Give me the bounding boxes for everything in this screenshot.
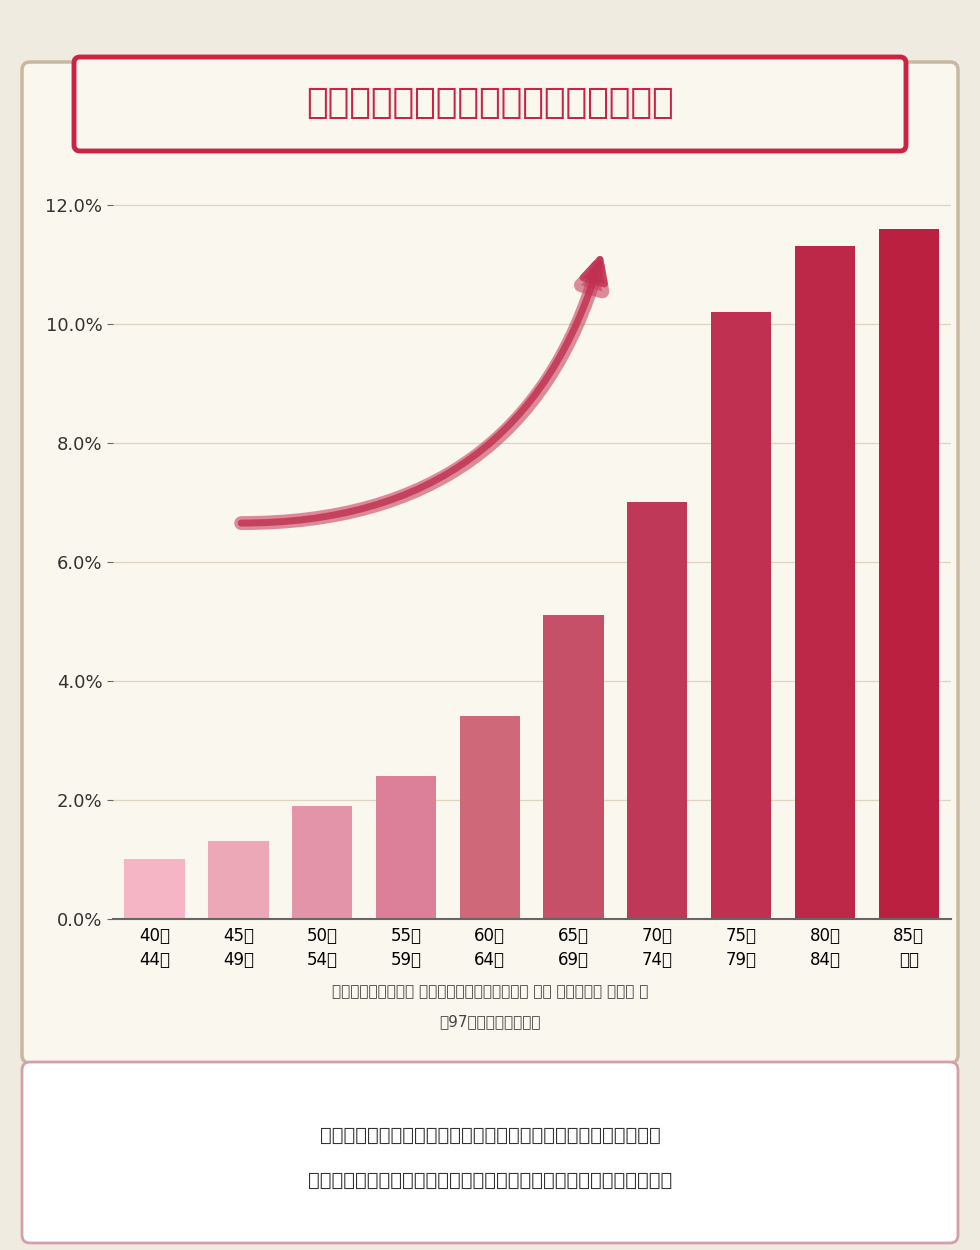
Text: 本商品は、体力中等度以下で、疲れやすくて、四肢が冷えやすく: 本商品は、体力中等度以下で、疲れやすくて、四肢が冷えやすく: [319, 1125, 661, 1145]
Bar: [460, 716, 520, 919]
Bar: [627, 503, 688, 919]
Text: 「国民生活基礎調査 令和元年国民生活基礎調査 健康 報告書掛載 全国編 」: 「国民生活基礎調査 令和元年国民生活基礎調査 健康 報告書掛載 全国編 」: [332, 985, 648, 1000]
FancyBboxPatch shape: [22, 1062, 958, 1242]
FancyArrowPatch shape: [241, 268, 603, 522]
Bar: [375, 776, 436, 919]
Bar: [878, 229, 939, 919]
Bar: [208, 841, 269, 919]
Text: 尿量減少し、むくみがあり、ときに口渴がある方向けの漢方薬です。: 尿量減少し、むくみがあり、ときに口渴がある方向けの漢方薬です。: [308, 1170, 672, 1190]
Bar: [543, 615, 604, 919]
FancyBboxPatch shape: [74, 58, 906, 151]
Text: 第97表を加工して作成: 第97表を加工して作成: [439, 1015, 541, 1030]
Text: 頻尿の自覚症状を訴える各年代の割合: 頻尿の自覚症状を訴える各年代の割合: [306, 86, 674, 120]
FancyArrowPatch shape: [241, 260, 605, 522]
Bar: [292, 806, 353, 919]
Bar: [795, 246, 856, 919]
Bar: [710, 311, 771, 919]
Bar: [124, 859, 185, 919]
FancyBboxPatch shape: [22, 62, 958, 1062]
